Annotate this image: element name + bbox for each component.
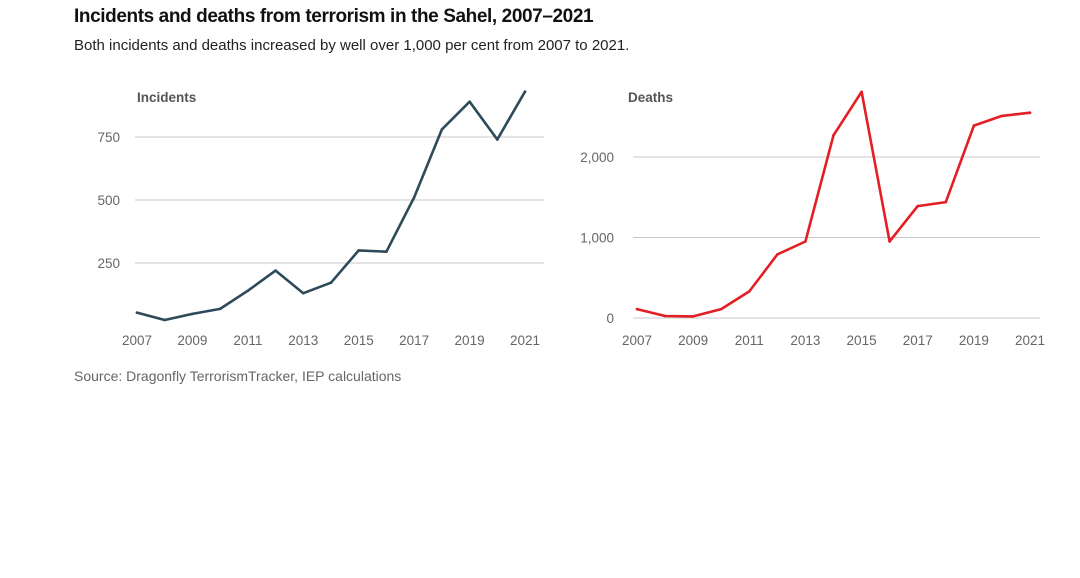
deaths-data-point-2009 — [691, 315, 695, 318]
incidents-x-tick-label-4: 2015 — [344, 333, 374, 348]
incidents-data-point-2016 — [385, 250, 388, 253]
deaths-x-tick-label-4: 2015 — [847, 333, 877, 348]
incidents-data-point-2011 — [246, 289, 250, 293]
incidents-data-point-2019 — [468, 100, 471, 104]
incidents-data-point-2015 — [357, 249, 361, 252]
deaths-panel-title: Deaths — [628, 90, 673, 105]
deaths-data-point-2019 — [972, 124, 976, 127]
incidents-data-point-2010 — [218, 307, 222, 311]
incidents-data-point-2018 — [440, 128, 444, 131]
deaths-data-point-2013 — [804, 240, 807, 243]
incidents-x-tick-label-7: 2021 — [510, 333, 540, 348]
deaths-data-point-2012 — [776, 253, 779, 256]
deaths-data-point-2011 — [747, 290, 751, 293]
deaths-data-point-2016 — [888, 240, 891, 243]
chart-deaths: Deaths 0 1,000 2,000 2007 2009 2011 2013 2015 201… — [580, 90, 1045, 348]
incidents-data-point-2009 — [191, 312, 194, 316]
incidents-data-point-2020 — [495, 138, 499, 141]
incidents-series-line — [135, 90, 527, 322]
deaths-x-tick-label-2: 2011 — [735, 333, 764, 348]
incidents-x-tick-label-0: 2007 — [122, 333, 152, 348]
page-subtitle: Both incidents and deaths increased by w… — [74, 37, 630, 54]
incidents-data-point-2021 — [523, 90, 527, 93]
deaths-data-point-2007 — [635, 307, 639, 311]
source-note: Source: Dragonfly TerrorismTracker, IEP … — [74, 368, 402, 384]
deaths-y-tick-label-1: 1,000 — [580, 231, 614, 246]
page-title: Incidents and deaths from terrorism in t… — [74, 6, 594, 27]
incidents-data-point-2012 — [274, 269, 277, 272]
incidents-data-point-2017 — [412, 196, 416, 199]
incidents-data-point-2014 — [329, 281, 333, 284]
deaths-x-tick-label-5: 2017 — [903, 333, 933, 348]
deaths-data-point-2010 — [719, 307, 723, 311]
incidents-y-tick-label-2: 750 — [97, 130, 120, 145]
deaths-x-tick-label-6: 2019 — [959, 333, 989, 348]
incidents-y-tick-label-1: 500 — [97, 193, 120, 208]
deaths-x-tick-label-3: 2013 — [790, 333, 820, 348]
incidents-y-tick-label-0: 250 — [97, 256, 120, 271]
incidents-panel-title: Incidents — [137, 90, 196, 105]
chart-incidents: Incidents 250 500 750 2007 2009 2011 2013 2015 20… — [97, 90, 544, 348]
deaths-data-point-2021 — [1028, 111, 1032, 115]
incidents-x-tick-label-3: 2013 — [288, 333, 318, 348]
deaths-data-point-2018 — [944, 200, 948, 204]
deaths-x-tick-label-0: 2007 — [622, 333, 652, 348]
deaths-y-tick-label-0: 0 — [606, 311, 614, 326]
deaths-data-point-2015 — [860, 90, 863, 94]
deaths-x-tick-label-7: 2021 — [1015, 333, 1045, 348]
deaths-data-point-2008 — [663, 314, 667, 318]
deaths-data-point-2020 — [1000, 114, 1004, 118]
incidents-data-point-2007 — [135, 311, 139, 314]
incidents-x-tick-label-6: 2019 — [455, 333, 485, 348]
incidents-x-tick-label-2: 2011 — [233, 333, 262, 348]
deaths-x-tick-label-1: 2009 — [678, 333, 708, 348]
incidents-data-point-2013 — [301, 291, 305, 295]
deaths-series-line — [635, 90, 1032, 318]
incidents-data-point-2008 — [163, 318, 167, 322]
incidents-x-tick-label-5: 2017 — [399, 333, 429, 348]
deaths-data-point-2017 — [916, 204, 920, 208]
deaths-y-tick-label-2: 2,000 — [580, 150, 614, 165]
deaths-data-point-2014 — [832, 133, 835, 137]
incidents-x-tick-label-1: 2009 — [177, 333, 207, 348]
